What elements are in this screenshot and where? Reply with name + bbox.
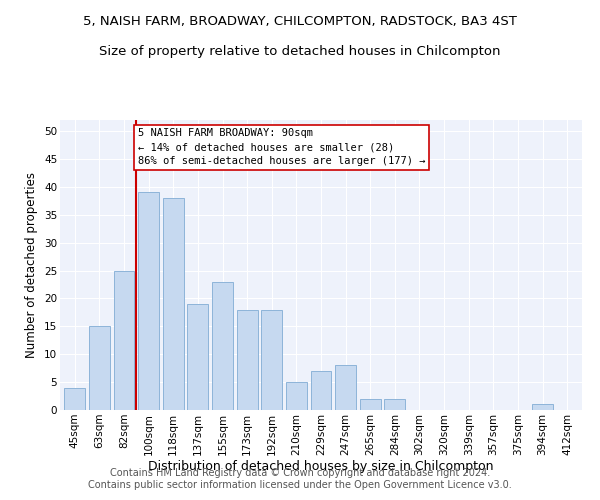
Bar	[64, 388, 85, 410]
Bar	[236, 310, 257, 410]
Bar	[286, 382, 307, 410]
Bar	[335, 366, 356, 410]
Bar	[261, 310, 282, 410]
Bar	[89, 326, 110, 410]
Text: 5, NAISH FARM, BROADWAY, CHILCOMPTON, RADSTOCK, BA3 4ST: 5, NAISH FARM, BROADWAY, CHILCOMPTON, RA…	[83, 15, 517, 28]
Text: Contains HM Land Registry data © Crown copyright and database right 2024.
Contai: Contains HM Land Registry data © Crown c…	[88, 468, 512, 490]
Bar	[311, 371, 331, 410]
X-axis label: Distribution of detached houses by size in Chilcompton: Distribution of detached houses by size …	[148, 460, 494, 473]
Bar	[187, 304, 208, 410]
Bar	[163, 198, 184, 410]
Y-axis label: Number of detached properties: Number of detached properties	[25, 172, 38, 358]
Bar	[532, 404, 553, 410]
Bar	[212, 282, 233, 410]
Bar	[113, 270, 134, 410]
Text: Size of property relative to detached houses in Chilcompton: Size of property relative to detached ho…	[99, 45, 501, 58]
Text: 5 NAISH FARM BROADWAY: 90sqm
← 14% of detached houses are smaller (28)
86% of se: 5 NAISH FARM BROADWAY: 90sqm ← 14% of de…	[137, 128, 425, 166]
Bar	[138, 192, 159, 410]
Bar	[360, 399, 381, 410]
Bar	[385, 399, 406, 410]
